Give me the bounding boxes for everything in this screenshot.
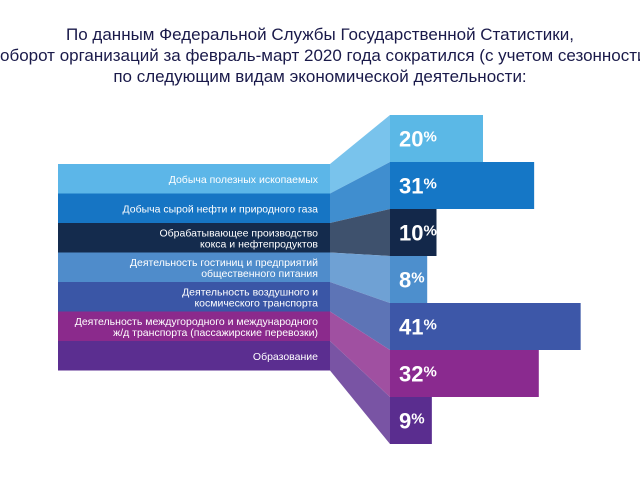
value-bar [390, 350, 539, 397]
category-band [58, 164, 330, 194]
connector-band [330, 311, 390, 397]
category-label: Деятельность гостиниц и предприятий [130, 257, 318, 269]
category-band [58, 341, 330, 371]
value-bar [390, 397, 432, 444]
value-bar [390, 162, 535, 209]
category-label: Образование [253, 351, 318, 363]
value-bar [390, 115, 483, 162]
connector-band [330, 252, 390, 303]
connector-band [330, 341, 390, 444]
category-label: кокса и нефтепродуктов [200, 238, 318, 250]
value-bar [390, 256, 428, 303]
connector-band [330, 115, 390, 194]
connector-band [330, 162, 390, 223]
category-band [58, 223, 330, 253]
category-label: Добыча полезных ископаемых [169, 174, 319, 186]
category-band [58, 252, 330, 282]
title-line-2: оборот организаций за февраль-март 2020 … [0, 46, 640, 65]
value-bar [390, 209, 437, 256]
value-bar [390, 303, 581, 350]
category-band [58, 311, 330, 341]
connector-band [330, 209, 390, 256]
category-label: Обрабатывающее производство [160, 227, 319, 239]
category-label: Деятельность воздушного и [182, 286, 318, 298]
category-label: ж/д транспорта (пассажирские перевозки) [113, 327, 318, 339]
category-band [58, 282, 330, 312]
category-label: космического транспорта [194, 297, 318, 309]
category-label: Деятельность междугородного и международ… [75, 316, 318, 328]
title-line-3: по следующим видам экономической деятель… [113, 67, 527, 86]
category-band [58, 193, 330, 223]
chart-title: По данным Федеральной Службы Государстве… [0, 24, 640, 87]
category-label: общественного питания [201, 268, 318, 280]
title-line-1: По данным Федеральной Службы Государстве… [66, 25, 574, 44]
connector-band [330, 282, 390, 350]
category-label: Добыча сырой нефти и природного газа [123, 203, 319, 215]
